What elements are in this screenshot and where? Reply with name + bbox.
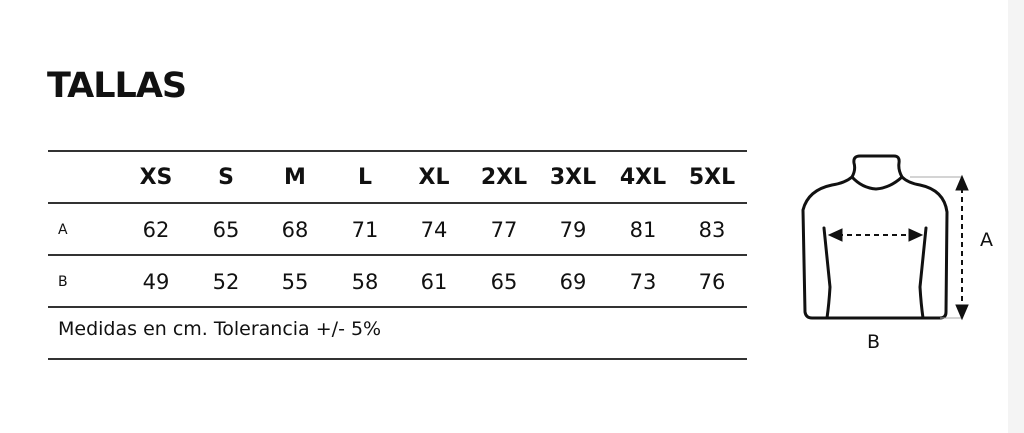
table-row-a: A 62 65 68 71 74 77 79 81 83: [48, 204, 747, 256]
measurement-cell: 65: [212, 218, 240, 242]
size-header: M: [284, 165, 306, 190]
size-header: 2XL: [480, 165, 528, 190]
measurement-cell: 71: [351, 218, 379, 242]
width-arrow: [827, 228, 924, 242]
measurement-cell: 73: [629, 270, 657, 294]
size-header: S: [218, 165, 234, 190]
size-header-row: XS S M L XL 2XL 3XL 4XL 5XL: [48, 152, 747, 204]
garment-torso-icon: [801, 154, 949, 320]
divider: [48, 254, 747, 256]
measurement-cell: 79: [559, 218, 587, 242]
table-row-b: B 49 52 55 58 61 65 69 73 76: [48, 256, 747, 308]
divider: [48, 306, 747, 308]
label-b: B: [867, 331, 880, 353]
size-header: 3XL: [549, 165, 597, 190]
label-a: A: [980, 229, 993, 251]
measurement-cell: 81: [629, 218, 657, 242]
height-arrow: [910, 174, 969, 321]
size-header: 4XL: [619, 165, 667, 190]
divider: [48, 150, 747, 152]
measurement-cell: 74: [420, 218, 448, 242]
measurement-cell: 62: [142, 218, 170, 242]
divider: [48, 202, 747, 204]
page-title: TALLAS: [47, 66, 187, 106]
measurement-cell: 52: [212, 270, 240, 294]
measurement-cell: 83: [698, 218, 726, 242]
row-label: B: [58, 274, 68, 290]
measurement-cell: 55: [281, 270, 309, 294]
measurement-cell: 69: [559, 270, 587, 294]
measurement-cell: 77: [490, 218, 518, 242]
size-header: XL: [418, 165, 450, 190]
size-header: 5XL: [688, 165, 736, 190]
measurement-cell: 65: [490, 270, 518, 294]
measurement-cell: 49: [142, 270, 170, 294]
measurement-note: Medidas en cm. Tolerancia +/- 5%: [58, 318, 382, 340]
measurement-cell: 68: [281, 218, 309, 242]
size-header: L: [357, 165, 373, 190]
right-edge-strip: [1008, 0, 1024, 433]
measurement-cell: 61: [420, 270, 448, 294]
divider: [48, 358, 747, 360]
measurement-cell: 76: [698, 270, 726, 294]
size-header: XS: [139, 165, 173, 190]
row-label: A: [58, 222, 68, 238]
measurement-cell: 58: [351, 270, 379, 294]
